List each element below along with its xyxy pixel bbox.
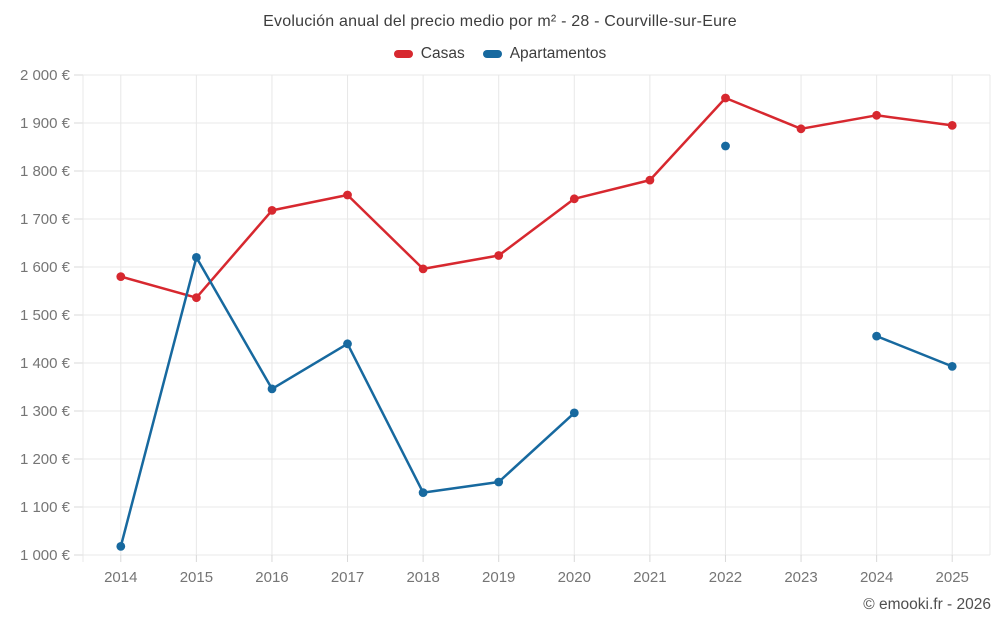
x-axis-label: 2019	[482, 569, 515, 586]
data-point-casas-2020[interactable]	[569, 194, 579, 204]
data-point-apartamentos-2022[interactable]	[721, 141, 730, 151]
legend-label-casas: Casas	[420, 45, 465, 62]
data-point-casas-2014[interactable]	[116, 272, 126, 281]
y-axis-label: 1 500 €	[20, 307, 71, 324]
y-axis-label: 1 700 €	[20, 211, 71, 228]
data-point-casas-2015[interactable]	[192, 293, 201, 303]
y-axis-label: 1 000 €	[20, 547, 71, 564]
y-axis-label: 1 900 €	[20, 115, 71, 132]
data-point-casas-2021[interactable]	[645, 175, 655, 185]
data-point-casas-2018[interactable]	[418, 264, 428, 274]
legend-swatch-apartamentos	[482, 50, 502, 58]
series-line-casas	[119, 96, 954, 299]
data-point-casas-2017[interactable]	[343, 190, 352, 200]
data-point-apartamentos-2017[interactable]	[343, 339, 352, 349]
y-axis-label: 1 200 €	[20, 451, 71, 468]
series-line-apartamentos	[119, 256, 954, 548]
data-point-casas-2023[interactable]	[796, 124, 806, 134]
x-axis-label: 2020	[558, 569, 591, 586]
data-point-casas-2025[interactable]	[947, 121, 957, 130]
x-axis-label: 2017	[331, 569, 364, 586]
y-axis-label: 1 800 €	[20, 163, 71, 180]
y-axis-label: 2 000 €	[20, 67, 71, 84]
x-axis-label: 2024	[860, 569, 893, 586]
x-axis-label: 2022	[709, 569, 742, 586]
data-point-apartamentos-2014[interactable]	[116, 542, 126, 551]
y-axis-label: 1 100 €	[20, 499, 71, 516]
data-point-apartamentos-2024[interactable]	[872, 331, 881, 341]
data-point-apartamentos-2018[interactable]	[418, 488, 428, 497]
legend-label-apartamentos: Apartamentos	[509, 45, 607, 62]
legend: Casas Apartamentos	[0, 45, 1000, 63]
legend-swatch-casas	[393, 50, 413, 58]
data-point-apartamentos-2015[interactable]	[192, 253, 201, 262]
chart-title: Evolución anual del precio medio por m² …	[263, 13, 737, 30]
x-axis-label: 2025	[936, 569, 969, 586]
data-point-apartamentos-2020[interactable]	[569, 408, 579, 418]
data-point-casas-2022[interactable]	[721, 93, 730, 103]
data-point-apartamentos-2025[interactable]	[947, 362, 957, 371]
x-axis-label: 2015	[180, 569, 213, 586]
y-axis-label: 1 400 €	[20, 355, 71, 372]
legend-item-apartamentos[interactable]: Apartamentos	[482, 45, 607, 63]
legend-item-casas[interactable]: Casas	[393, 45, 465, 63]
y-axis-label: 1 600 €	[20, 259, 71, 276]
x-axis-label: 2018	[406, 569, 439, 586]
data-point-casas-2019[interactable]	[494, 251, 504, 260]
data-point-casas-2024[interactable]	[872, 110, 881, 120]
x-axis-label: 2014	[104, 569, 137, 586]
data-point-casas-2016[interactable]	[267, 206, 277, 215]
y-axis-label: 1 300 €	[20, 403, 71, 420]
copyright-credit: © emooki.fr - 2026	[863, 596, 991, 613]
data-point-apartamentos-2016[interactable]	[267, 384, 277, 394]
data-point-apartamentos-2019[interactable]	[494, 477, 504, 487]
x-axis-label: 2021	[633, 569, 666, 586]
x-axis-label: 2023	[784, 569, 817, 586]
x-axis-label: 2016	[255, 569, 288, 586]
